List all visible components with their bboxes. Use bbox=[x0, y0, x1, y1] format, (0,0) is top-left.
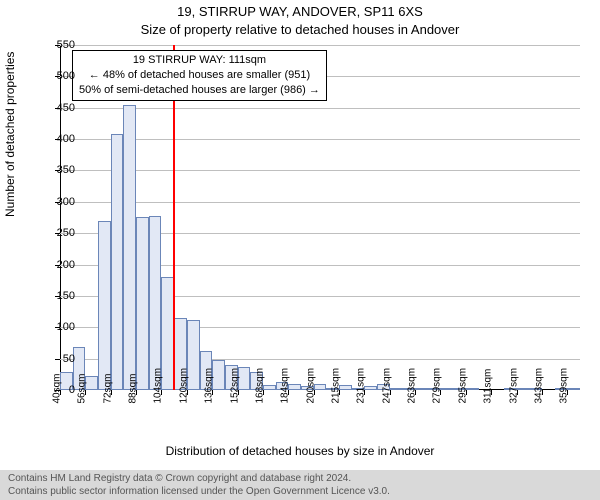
annotation-line: ← 48% of detached houses are smaller (95… bbox=[79, 68, 320, 83]
y-tick-label: 450 bbox=[35, 102, 75, 114]
y-tick-label: 350 bbox=[35, 164, 75, 176]
annotation-box: 19 STIRRUP WAY: 111sqm← 48% of detached … bbox=[72, 50, 327, 101]
y-axis-label: Number of detached properties bbox=[3, 52, 17, 217]
y-tick-label: 400 bbox=[35, 133, 75, 145]
annotation-line: 19 STIRRUP WAY: 111sqm bbox=[79, 53, 320, 68]
histogram-bar bbox=[149, 216, 162, 390]
y-tick-label: 100 bbox=[35, 321, 75, 333]
gridline bbox=[60, 202, 580, 203]
footer: Contains HM Land Registry data © Crown c… bbox=[0, 470, 600, 500]
histogram-bar bbox=[98, 221, 111, 390]
histogram-bar bbox=[123, 105, 136, 390]
y-tick-label: 250 bbox=[35, 227, 75, 239]
footer-line-2: Contains public sector information licen… bbox=[8, 486, 592, 499]
x-axis-label: Distribution of detached houses by size … bbox=[0, 444, 600, 458]
chart-container: 19, STIRRUP WAY, ANDOVER, SP11 6XS Size … bbox=[0, 0, 600, 500]
title-line-1: 19, STIRRUP WAY, ANDOVER, SP11 6XS bbox=[0, 4, 600, 19]
y-tick-label: 200 bbox=[35, 259, 75, 271]
histogram-bar bbox=[136, 217, 149, 390]
gridline bbox=[60, 139, 580, 140]
y-tick-label: 300 bbox=[35, 196, 75, 208]
gridline bbox=[60, 108, 580, 109]
y-axis-line bbox=[60, 45, 61, 390]
annotation-line: 50% of semi-detached houses are larger (… bbox=[79, 83, 320, 98]
footer-line-1: Contains HM Land Registry data © Crown c… bbox=[8, 473, 592, 486]
y-tick-label: 500 bbox=[35, 70, 75, 82]
y-tick-label: 50 bbox=[35, 353, 75, 365]
gridline bbox=[60, 170, 580, 171]
y-tick-label: 550 bbox=[35, 39, 75, 51]
y-tick-label: 150 bbox=[35, 290, 75, 302]
title-line-2: Size of property relative to detached ho… bbox=[0, 22, 600, 37]
gridline bbox=[60, 45, 580, 46]
histogram-bar bbox=[111, 134, 124, 390]
